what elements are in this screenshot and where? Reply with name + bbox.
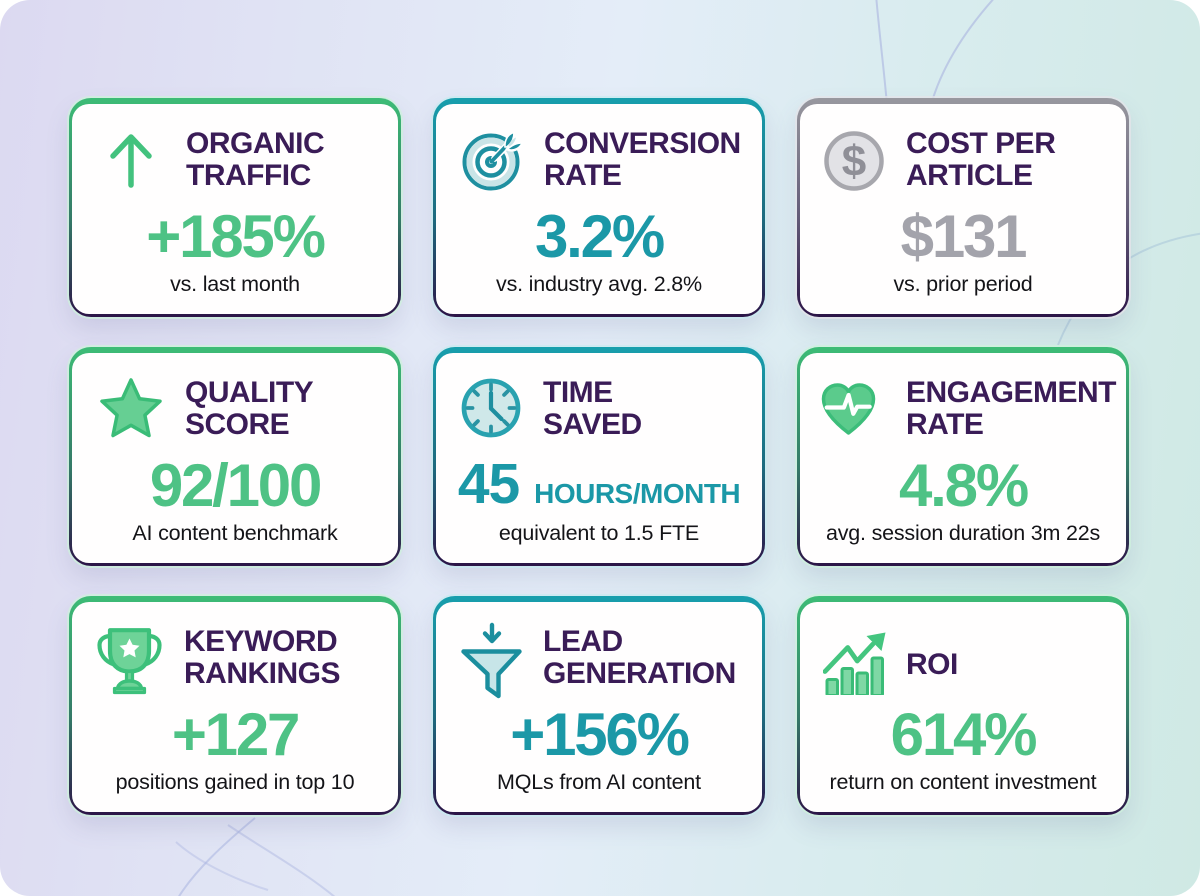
svg-text:$: $	[842, 137, 866, 186]
